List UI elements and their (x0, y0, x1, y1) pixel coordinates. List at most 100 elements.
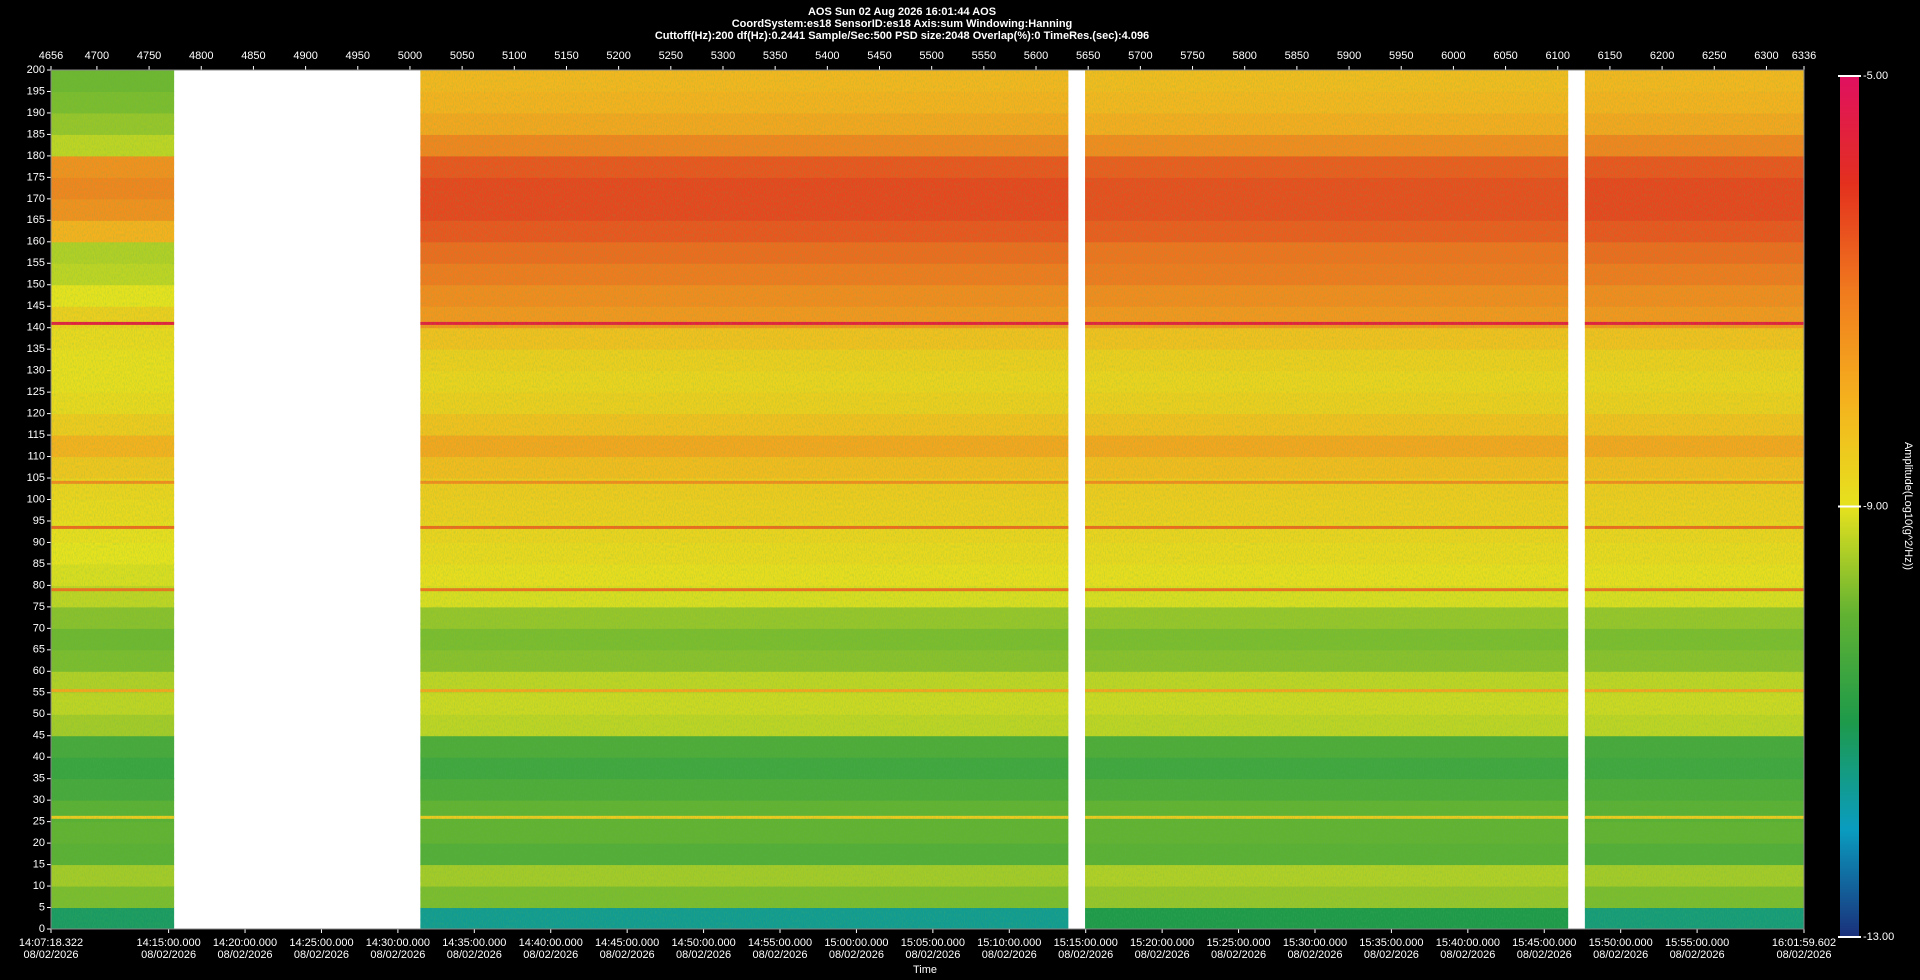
chart-title: AOS Sun 02 Aug 2026 16:01:44 AOS (808, 6, 996, 18)
time-tick-date: 08/02/2026 (982, 949, 1037, 961)
y-tick-label: 50 (33, 708, 45, 720)
x-tick-label: 5550 (972, 50, 996, 62)
y-tick-label: 45 (33, 730, 45, 742)
y-tick-label: 105 (27, 472, 45, 484)
x-tick-label: 5500 (919, 50, 943, 62)
x-tick-label: 5800 (1232, 50, 1256, 62)
x-tick-label: 5150 (554, 50, 578, 62)
x-tick-label: 4656 (39, 50, 63, 62)
time-tick-label: 15:00:00.000 (824, 937, 888, 949)
x-tick-label: 5850 (1285, 50, 1309, 62)
time-tick-label: 14:07:18.322 (19, 937, 83, 949)
y-tick-label: 175 (27, 171, 45, 183)
x-tick-label: 5900 (1337, 50, 1361, 62)
time-tick-label: 15:10:00.000 (977, 937, 1041, 949)
colorbar-tick-label: -13.00 (1863, 931, 1894, 943)
time-tick-label: 14:50:00.000 (671, 937, 735, 949)
y-tick-label: 90 (33, 536, 45, 548)
x-tick-label: 5700 (1128, 50, 1152, 62)
colorbar-tick-label: -9.00 (1863, 500, 1888, 512)
x-tick-label: 5100 (502, 50, 526, 62)
x-axis-label: Time (913, 964, 937, 976)
time-tick-date: 08/02/2026 (1058, 949, 1113, 961)
time-tick-label: 15:05:00.000 (901, 937, 965, 949)
time-tick-label: 14:25:00.000 (289, 937, 353, 949)
x-tick-label: 6200 (1650, 50, 1674, 62)
time-tick-label: 15:45:00.000 (1512, 937, 1576, 949)
colorbar-label: Amplitude(Log10(g^2/Hz)) (1902, 442, 1914, 570)
time-tick-date: 08/02/2026 (1776, 949, 1831, 961)
x-tick-label: 4700 (85, 50, 109, 62)
time-tick-label: 16:01:59.602 (1772, 937, 1836, 949)
spectrogram (51, 70, 1804, 929)
time-tick-date: 08/02/2026 (829, 949, 884, 961)
time-tick-date: 08/02/2026 (1211, 949, 1266, 961)
time-tick-date: 08/02/2026 (294, 949, 349, 961)
y-tick-label: 85 (33, 558, 45, 570)
x-tick-label: 5050 (450, 50, 474, 62)
time-tick-label: 15:40:00.000 (1436, 937, 1500, 949)
x-tick-label: 5750 (1180, 50, 1204, 62)
y-tick-label: 65 (33, 644, 45, 656)
texture (51, 70, 175, 929)
y-tick-label: 145 (27, 300, 45, 312)
x-tick-label: 4750 (137, 50, 161, 62)
plot-frame (50, 69, 1805, 930)
y-tick-label: 0 (39, 923, 45, 935)
time-tick-date: 08/02/2026 (752, 949, 807, 961)
y-tick-label: 55 (33, 687, 45, 699)
time-tick-date: 08/02/2026 (1670, 949, 1725, 961)
y-tick-label: 155 (27, 257, 45, 269)
x-tick-label: 6000 (1441, 50, 1465, 62)
y-tick-label: 115 (27, 429, 45, 441)
texture (420, 70, 1069, 929)
y-tick-label: 185 (27, 128, 45, 140)
time-tick-date: 08/02/2026 (1287, 949, 1342, 961)
x-tick-label: 4850 (241, 50, 265, 62)
x-tick-label: 6050 (1493, 50, 1517, 62)
y-tick-label: 100 (27, 493, 45, 505)
y-tick-label: 130 (27, 365, 45, 377)
time-tick-label: 15:30:00.000 (1283, 937, 1347, 949)
y-tick-label: 120 (27, 408, 45, 420)
x-tick-label: 5600 (1024, 50, 1048, 62)
time-tick-label: 14:30:00.000 (366, 937, 430, 949)
x-tick-label: 5250 (659, 50, 683, 62)
y-tick-label: 35 (33, 773, 45, 785)
y-tick-label: 75 (33, 601, 45, 613)
time-tick-date: 08/02/2026 (600, 949, 655, 961)
x-tick-label: 5400 (815, 50, 839, 62)
y-tick-label: 70 (33, 622, 45, 634)
y-tick-label: 30 (33, 794, 45, 806)
time-tick-date: 08/02/2026 (370, 949, 425, 961)
y-tick-label: 110 (27, 450, 45, 462)
time-tick-date: 08/02/2026 (1440, 949, 1495, 961)
y-tick-label: 25 (33, 816, 45, 828)
x-tick-label: 6150 (1598, 50, 1622, 62)
y-tick-label: 180 (27, 150, 45, 162)
time-tick-label: 14:40:00.000 (519, 937, 583, 949)
y-tick-label: 150 (27, 279, 45, 291)
time-tick-label: 15:25:00.000 (1206, 937, 1270, 949)
y-tick-label: 10 (33, 880, 45, 892)
x-tick-label: 5650 (1076, 50, 1100, 62)
time-tick-date: 08/02/2026 (447, 949, 502, 961)
x-tick-label: 6336 (1792, 50, 1816, 62)
time-tick-label: 14:55:00.000 (748, 937, 812, 949)
x-tick-label: 6100 (1546, 50, 1570, 62)
x-tick-label: 5000 (398, 50, 422, 62)
y-tick-label: 60 (33, 665, 45, 677)
x-tick-label: 5950 (1389, 50, 1413, 62)
y-tick-label: 200 (27, 64, 45, 76)
y-tick-label: 15 (33, 858, 45, 870)
x-tick-label: 4950 (346, 50, 370, 62)
x-tick-label: 4900 (293, 50, 317, 62)
y-tick-label: 140 (27, 322, 45, 334)
x-tick-label: 6250 (1702, 50, 1726, 62)
time-tick-date: 08/02/2026 (1364, 949, 1419, 961)
y-tick-label: 190 (27, 107, 45, 119)
time-tick-label: 14:20:00.000 (213, 937, 277, 949)
y-tick-label: 40 (33, 751, 45, 763)
